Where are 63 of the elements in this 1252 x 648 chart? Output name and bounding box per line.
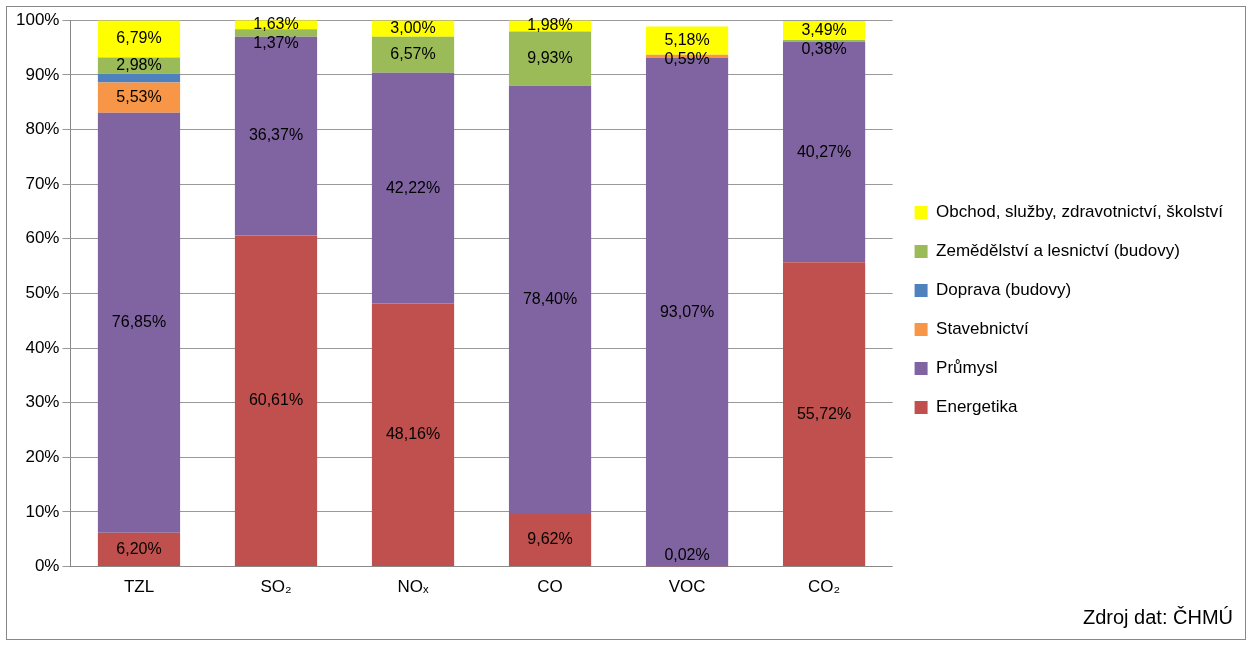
data-label: 36,37%	[248, 126, 304, 144]
bar	[234, 29, 318, 37]
bar	[508, 514, 592, 567]
bar	[782, 42, 866, 263]
y-tick-label: 100%	[16, 9, 60, 29]
y-tick-label: 40%	[25, 337, 60, 357]
data-label: 3,49%	[801, 20, 847, 38]
x-tick-label: CO	[537, 577, 563, 597]
data-label: 55,72%	[796, 404, 852, 422]
legend-label: Zemědělství a lesnictví (budovy)	[936, 241, 1180, 261]
data-label: 1,98%	[527, 16, 573, 34]
data-label: 6,79%	[116, 29, 162, 47]
x-tick-label: CO₂	[808, 577, 841, 597]
x-tick-label: NOₓ	[397, 577, 429, 597]
data-label: 0,02%	[664, 546, 710, 564]
bar	[782, 40, 866, 43]
y-tick-label: 50%	[25, 283, 60, 303]
y-tick-label: 60%	[25, 228, 60, 248]
data-label: 3,00%	[390, 19, 436, 37]
bar	[371, 72, 455, 304]
bar	[371, 303, 455, 567]
y-tick-label: 90%	[25, 64, 60, 84]
bar	[371, 36, 455, 73]
bar	[508, 31, 592, 86]
y-tick-label: 80%	[25, 119, 60, 139]
y-tick-label: 70%	[25, 173, 60, 193]
data-label: 5,18%	[664, 30, 710, 48]
data-label: 1,37%	[253, 34, 299, 52]
data-label: 9,62%	[527, 530, 573, 548]
data-label: 40,27%	[796, 142, 852, 160]
legend-label: Průmysl	[936, 358, 998, 378]
legend-label: Stavebnictví	[936, 319, 1029, 339]
data-label: 6,57%	[390, 45, 436, 63]
legend-label: Obchod, služby, zdravotnictví, školství	[936, 202, 1224, 222]
bar	[234, 36, 318, 236]
x-tick-label: VOC	[668, 577, 706, 597]
legend-label: Energetika	[936, 397, 1018, 417]
legend-label: Doprava (budovy)	[936, 280, 1072, 300]
data-label: 60,61%	[248, 391, 304, 409]
y-tick-label: 0%	[34, 556, 60, 576]
y-tick-label: 30%	[25, 392, 60, 412]
data-label: 6,20%	[116, 539, 162, 557]
text: Zdroj dat: ČHMÚ	[1082, 606, 1233, 629]
data-label: 0,38%	[801, 39, 847, 57]
data-label: 42,22%	[385, 178, 441, 196]
data-label: 9,93%	[527, 48, 573, 66]
bar	[234, 235, 318, 567]
bar	[508, 85, 592, 515]
data-label: 76,85%	[111, 313, 167, 331]
data-label: 2,98%	[116, 56, 162, 74]
data-label: 78,40%	[522, 290, 578, 308]
x-tick-label: SO₂	[260, 577, 292, 597]
bar	[97, 73, 181, 83]
bar	[97, 112, 181, 533]
data-label: 93,07%	[659, 302, 715, 320]
data-label: 48,16%	[385, 425, 441, 443]
y-tick-label: 20%	[25, 447, 60, 467]
data-label: 5,53%	[116, 88, 162, 106]
bar	[782, 262, 866, 567]
y-tick-label: 10%	[25, 501, 60, 521]
bar	[97, 20, 181, 58]
data-label: 1,63%	[253, 15, 299, 33]
x-tick-label: TZL	[123, 577, 155, 597]
